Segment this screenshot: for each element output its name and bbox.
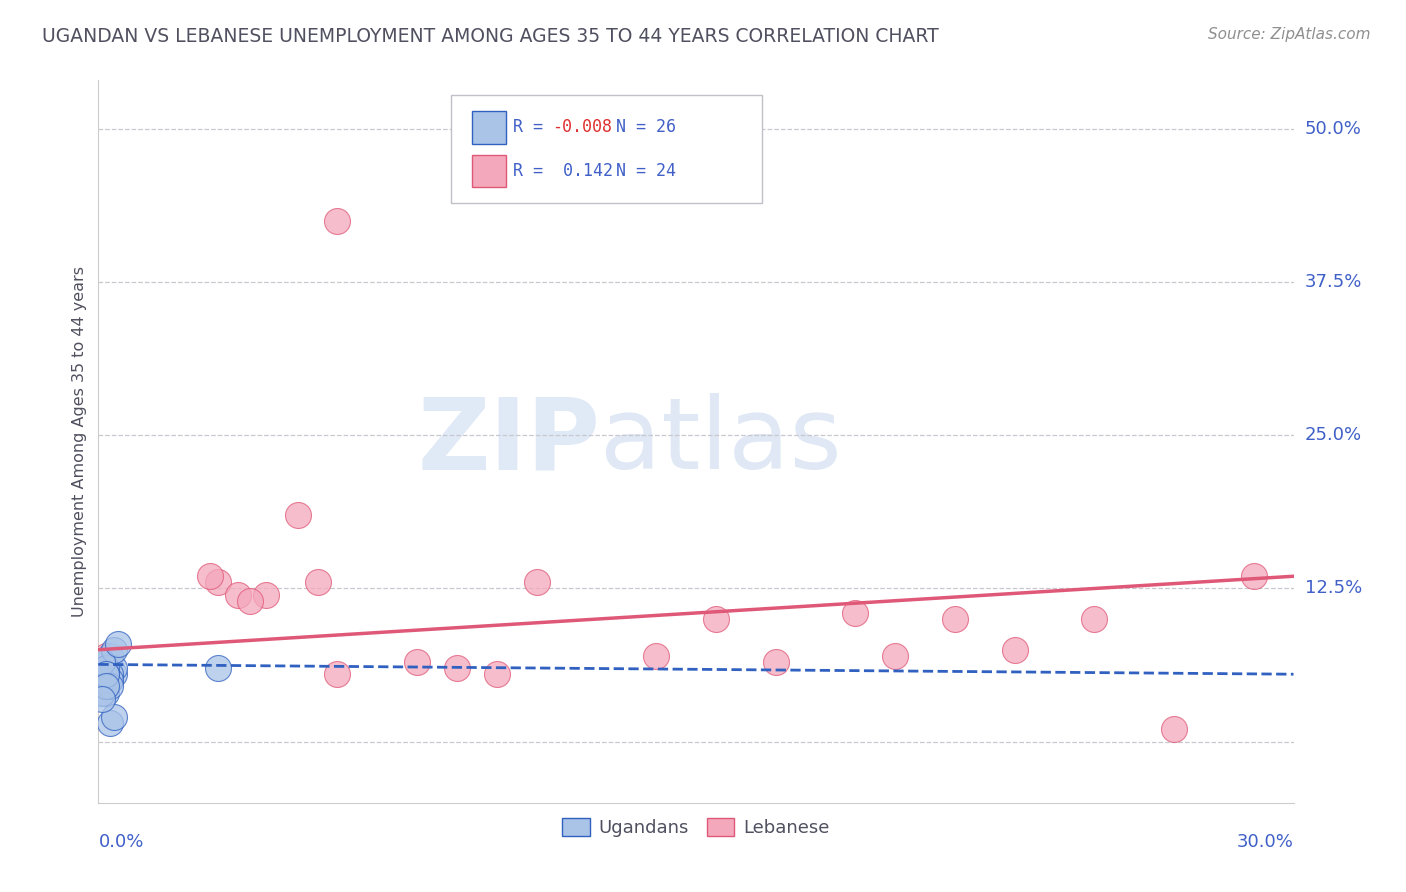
Text: N = 26: N = 26	[616, 119, 676, 136]
Point	[254, 588, 277, 602]
Point	[98, 673, 122, 688]
Point	[96, 667, 118, 681]
Point	[198, 569, 221, 583]
Point	[645, 648, 668, 663]
Point	[884, 648, 907, 663]
Point	[1083, 612, 1105, 626]
Text: UGANDAN VS LEBANESE UNEMPLOYMENT AMONG AGES 35 TO 44 YEARS CORRELATION CHART: UGANDAN VS LEBANESE UNEMPLOYMENT AMONG A…	[42, 27, 939, 45]
Text: 50.0%: 50.0%	[1305, 120, 1361, 138]
Point	[226, 588, 249, 602]
Text: 37.5%: 37.5%	[1305, 273, 1362, 292]
Point	[96, 648, 118, 663]
Point	[91, 691, 114, 706]
Point	[1243, 569, 1265, 583]
Legend: Ugandans, Lebanese: Ugandans, Lebanese	[555, 811, 837, 845]
Point	[98, 648, 122, 663]
Point	[96, 680, 118, 694]
Text: ZIP: ZIP	[418, 393, 600, 490]
Bar	[472, 112, 506, 144]
Point	[704, 612, 727, 626]
Point	[1163, 723, 1185, 737]
Text: 12.5%: 12.5%	[1305, 580, 1362, 598]
Point	[96, 673, 118, 688]
FancyBboxPatch shape	[451, 95, 762, 203]
Point	[91, 655, 114, 669]
Point	[96, 661, 118, 675]
Point	[207, 575, 229, 590]
Point	[765, 655, 787, 669]
Point	[326, 667, 349, 681]
Point	[91, 673, 114, 688]
Point	[406, 655, 429, 669]
Point	[207, 661, 229, 675]
Text: atlas: atlas	[600, 393, 842, 490]
Point	[98, 716, 122, 731]
Point	[1004, 642, 1026, 657]
Text: 0.0%: 0.0%	[98, 833, 143, 851]
Point	[91, 685, 114, 699]
Point	[91, 680, 114, 694]
Point	[287, 508, 309, 522]
Text: N = 24: N = 24	[616, 161, 676, 179]
Point	[103, 642, 125, 657]
Text: R =: R =	[513, 161, 553, 179]
Point	[96, 667, 118, 681]
Point	[96, 661, 118, 675]
Point	[96, 680, 118, 694]
Text: 0.142: 0.142	[553, 161, 613, 179]
Point	[107, 637, 129, 651]
Point	[485, 667, 508, 681]
Point	[943, 612, 966, 626]
Point	[103, 710, 125, 724]
Point	[239, 593, 262, 607]
Point	[326, 214, 349, 228]
Point	[91, 655, 114, 669]
Text: -0.008: -0.008	[553, 119, 613, 136]
Point	[98, 667, 122, 681]
Text: R =: R =	[513, 119, 553, 136]
Point	[98, 680, 122, 694]
Text: 25.0%: 25.0%	[1305, 426, 1362, 444]
Point	[307, 575, 329, 590]
Point	[98, 673, 122, 688]
Point	[103, 667, 125, 681]
Bar	[472, 154, 506, 187]
Y-axis label: Unemployment Among Ages 35 to 44 years: Unemployment Among Ages 35 to 44 years	[72, 266, 87, 617]
Point	[446, 661, 468, 675]
Point	[844, 606, 866, 620]
Point	[96, 685, 118, 699]
Text: Source: ZipAtlas.com: Source: ZipAtlas.com	[1208, 27, 1371, 42]
Text: 30.0%: 30.0%	[1237, 833, 1294, 851]
Point	[103, 661, 125, 675]
Point	[526, 575, 548, 590]
